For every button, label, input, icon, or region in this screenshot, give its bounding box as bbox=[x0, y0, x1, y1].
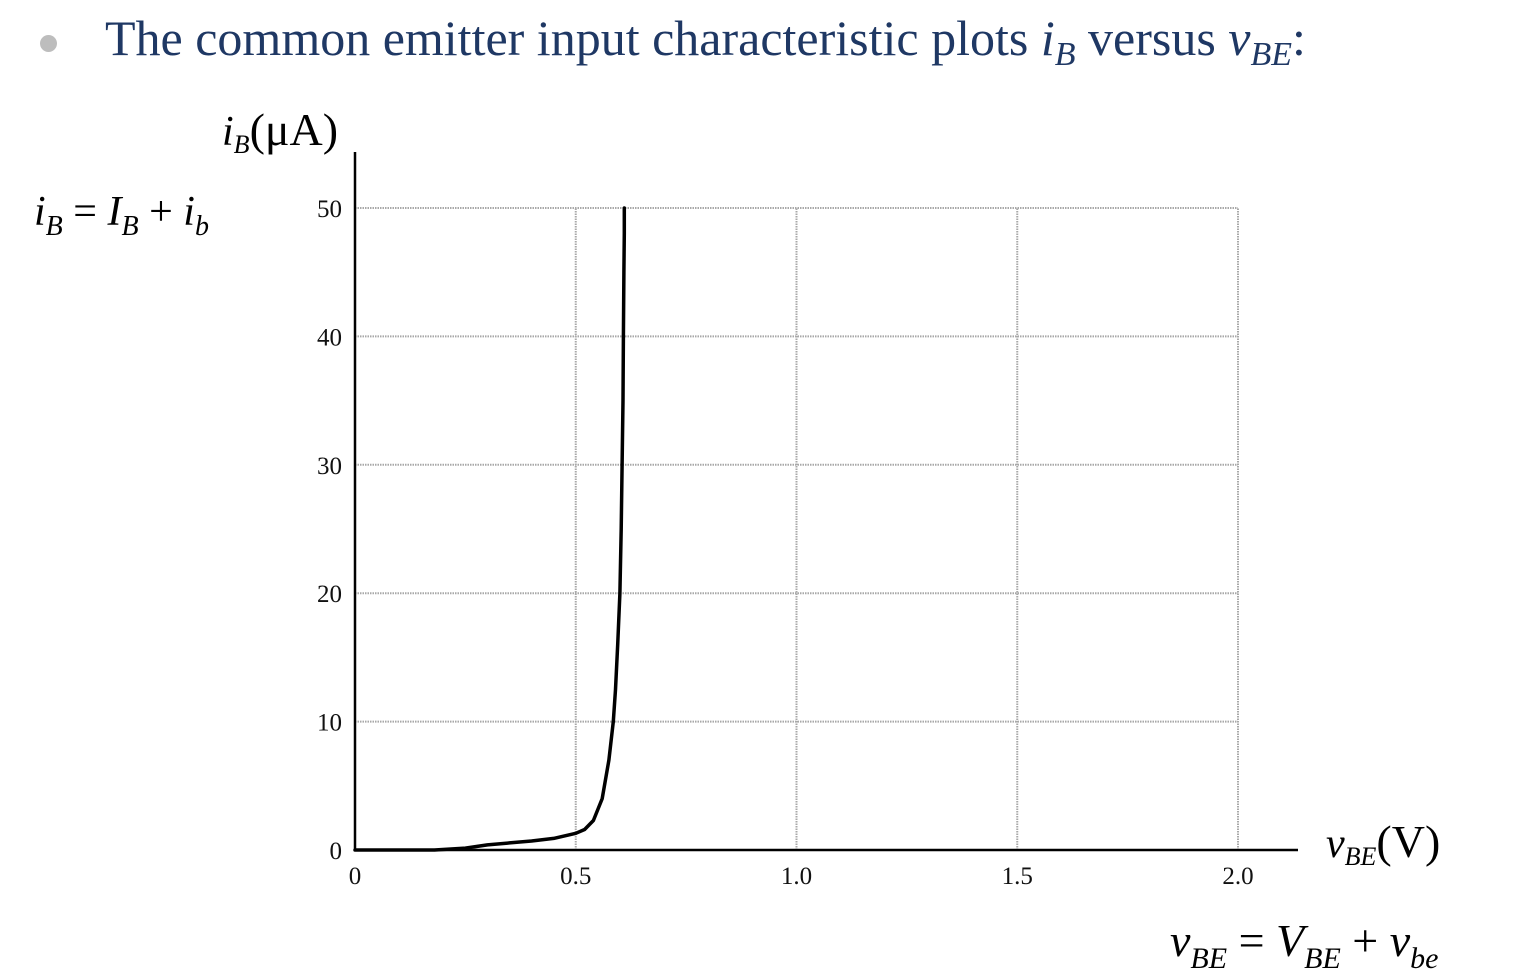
bullet-icon bbox=[40, 34, 57, 52]
y-tick-labels: 0 10 20 30 40 50 bbox=[317, 196, 342, 865]
y-tick-label: 40 bbox=[317, 324, 342, 351]
x-tick-label: 0.5 bbox=[560, 863, 591, 890]
equation-ib: iB = IB + ib bbox=[34, 189, 209, 242]
y-axis-label: iB(μA) bbox=[222, 104, 338, 159]
y-tick-label: 0 bbox=[330, 838, 343, 865]
heading-text: The common emitter input characteristic … bbox=[105, 9, 1306, 73]
equation-vbe: vBE = VBE + vbe bbox=[1170, 915, 1439, 975]
heading: The common emitter input characteristic … bbox=[40, 6, 1306, 76]
x-tick-label: 1.5 bbox=[1002, 863, 1033, 890]
x-tick-label: 0 bbox=[349, 863, 362, 890]
grid bbox=[355, 207, 1239, 850]
ib-vbe-curve bbox=[353, 206, 627, 852]
x-tick-label: 2.0 bbox=[1222, 863, 1253, 890]
y-tick-label: 30 bbox=[317, 453, 342, 480]
x-tick-labels: 0 0.5 1.0 1.5 2.0 bbox=[349, 863, 1254, 890]
x-tick-label: 1.0 bbox=[781, 863, 812, 890]
y-tick-label: 50 bbox=[317, 196, 342, 223]
x-axis-label: vBE(V) bbox=[1326, 816, 1440, 871]
y-tick-label: 10 bbox=[317, 710, 342, 737]
y-tick-label: 20 bbox=[317, 581, 342, 608]
